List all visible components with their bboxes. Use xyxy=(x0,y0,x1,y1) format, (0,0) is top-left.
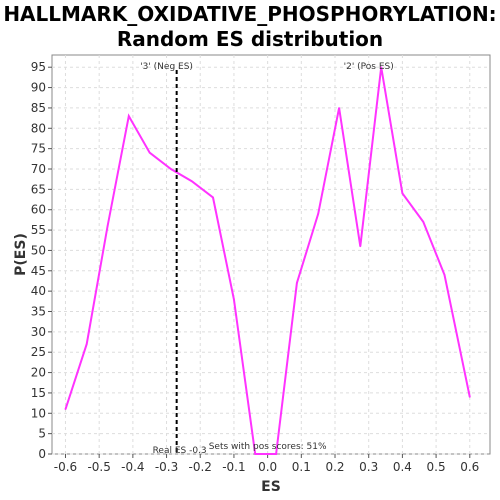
y-tick-label: 50 xyxy=(31,243,46,257)
pos-scores-annotation: Sets with pos scores: 51% xyxy=(209,442,327,452)
data-point xyxy=(254,453,256,455)
y-tick-label: 5 xyxy=(38,427,46,441)
data-point xyxy=(85,343,88,345)
y-tick-label: 75 xyxy=(31,142,46,156)
y-axis-label: P(ES) xyxy=(13,233,29,276)
x-tick-label: 0.3 xyxy=(359,460,378,474)
y-axis-ticks: 0 5 10 15 20 25 30 35 40 45 50 55 60 65 70 75 80 85 90 95 xyxy=(31,60,52,461)
x-tick-label: 0.0 xyxy=(258,460,277,474)
x-tick-label: -0.4 xyxy=(121,460,144,474)
neg-es-label: '3' (Neg ES) xyxy=(140,62,193,72)
data-point xyxy=(275,453,277,455)
plot-background xyxy=(51,54,491,455)
data-point xyxy=(128,115,130,117)
y-tick-label: 30 xyxy=(31,325,46,339)
data-point xyxy=(359,245,362,248)
x-tick-label: -0.6 xyxy=(54,460,77,474)
x-tick-label: 0.1 xyxy=(292,460,311,474)
data-point xyxy=(191,180,193,183)
x-tick-label: 0.5 xyxy=(427,460,446,474)
pos-es-label: '2' (Pos ES) xyxy=(344,62,394,72)
data-point xyxy=(422,221,425,223)
y-tick-label: 55 xyxy=(31,223,46,237)
y-tick-label: 80 xyxy=(31,121,46,135)
data-point xyxy=(380,66,382,69)
y-tick-label: 20 xyxy=(31,366,46,380)
series-line xyxy=(64,67,471,455)
y-tick-label: 95 xyxy=(31,60,46,74)
data-point xyxy=(338,107,340,109)
x-tick-label: 0.6 xyxy=(460,460,479,474)
chart-title-line1: HALLMARK_OXIDATIVE_PHOSPHORYLATION: xyxy=(3,2,497,26)
real-es-label: Real ES -0.3 xyxy=(153,446,207,456)
y-tick-label: 25 xyxy=(31,345,46,359)
y-tick-label: 90 xyxy=(31,81,46,95)
y-tick-label: 0 xyxy=(38,447,46,461)
y-tick-label: 35 xyxy=(31,305,46,319)
y-tick-label: 85 xyxy=(31,101,46,115)
data-point xyxy=(233,298,235,301)
grid-lines xyxy=(52,55,490,455)
x-tick-label: -0.5 xyxy=(87,460,110,474)
data-point xyxy=(212,196,214,199)
data-point xyxy=(148,151,151,154)
y-tick-label: 45 xyxy=(31,264,46,278)
y-tick-label: 40 xyxy=(31,284,46,298)
data-point xyxy=(401,192,404,195)
data-point xyxy=(64,408,67,411)
chart-title-line2: Random ES distribution xyxy=(116,27,384,51)
data-point xyxy=(443,274,446,276)
x-tick-label: -0.1 xyxy=(222,460,245,474)
y-tick-label: 60 xyxy=(31,203,46,217)
x-tick-label: -0.3 xyxy=(155,460,178,474)
x-tick-label: 0.4 xyxy=(393,460,412,474)
y-tick-label: 70 xyxy=(31,162,46,176)
y-tick-label: 15 xyxy=(31,386,46,400)
data-point xyxy=(296,282,298,284)
x-tick-label: -0.2 xyxy=(189,460,212,474)
data-point xyxy=(170,168,172,170)
x-tick-label: 0.2 xyxy=(325,460,344,474)
data-point xyxy=(317,212,319,215)
x-axis-label: ES xyxy=(261,479,281,495)
data-point xyxy=(106,225,109,227)
y-tick-label: 10 xyxy=(31,406,46,420)
y-tick-label: 65 xyxy=(31,182,46,196)
x-axis-ticks: -0.6 -0.5 -0.4 -0.3 -0.2 -0.1 0.0 0.1 0.2 0.3 0.4 0… xyxy=(54,454,479,474)
chart-title: HALLMARK_OXIDATIVE_PHOSPHORYLATION: Rand… xyxy=(0,2,500,52)
data-point xyxy=(468,396,471,398)
